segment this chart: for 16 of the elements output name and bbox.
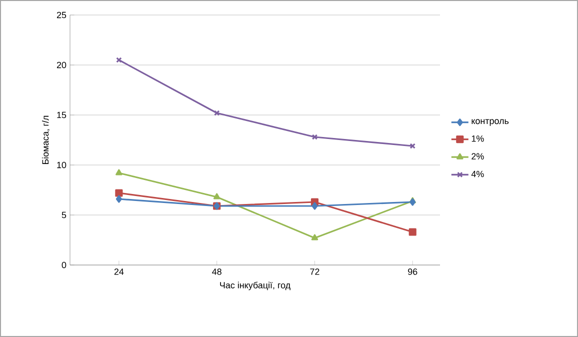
- y-tick-label: 10: [57, 162, 66, 168]
- x-tick-label: 96: [408, 268, 418, 275]
- y-tick-label: 20: [56, 62, 66, 68]
- legend-label: 4%: [471, 170, 484, 178]
- legend-label: 2%: [472, 153, 484, 160]
- x-axis-title: Час інкубації, год: [220, 282, 290, 290]
- legend-label: контроль: [472, 119, 509, 126]
- y-tick-label: 0: [62, 262, 66, 268]
- y-axis-title: Біомаса, г/л: [42, 116, 50, 164]
- y-tick-label: 15: [57, 112, 66, 118]
- x-tick-label: 48: [212, 268, 222, 275]
- x-tick-label: 24: [114, 268, 124, 275]
- y-tick-label: 5: [62, 212, 66, 218]
- x-tick-label: 72: [310, 268, 320, 275]
- legend-label: 1%: [472, 135, 484, 142]
- y-tick-label: 25: [56, 12, 66, 18]
